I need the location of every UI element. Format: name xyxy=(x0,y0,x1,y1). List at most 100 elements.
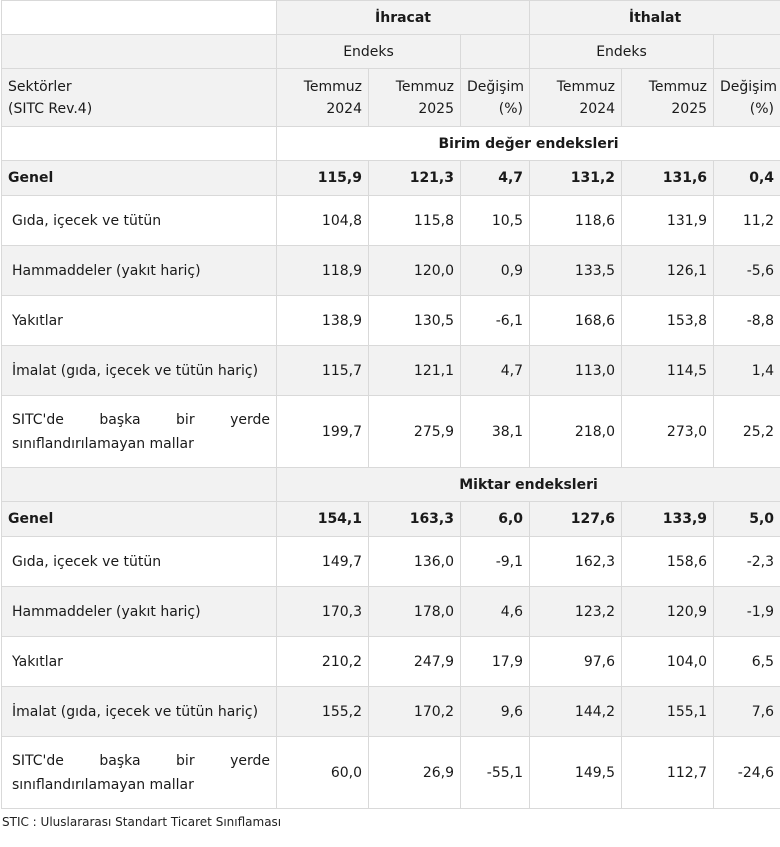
table-row: Hammaddeler (yakıt hariç) 170,3 178,0 4,6 12… xyxy=(1,586,780,637)
row-label: SITC'de başka bir yerde sınıflandırılamayan … xyxy=(1,395,277,468)
value-cell: 115,7 xyxy=(276,345,369,396)
value-cell: 120,0 xyxy=(368,245,461,296)
value-cell: 275,9 xyxy=(368,395,461,468)
header-ithalat: İthalat xyxy=(529,0,780,35)
table-row-genel: Genel 115,9 121,3 4,7 131,2 131,6 0,4 xyxy=(1,160,780,196)
row-label-word: başka xyxy=(99,752,141,769)
value-cell: 1,4 xyxy=(713,345,780,396)
value-cell: 0,4 xyxy=(713,160,780,196)
col-header-change-export: Değişim (%) xyxy=(459,68,531,127)
header-ihracat: İhracat xyxy=(275,0,531,35)
value-cell: 17,9 xyxy=(459,636,531,687)
value-cell: 154,1 xyxy=(276,501,369,537)
value-cell: 26,9 xyxy=(368,736,461,809)
value-cell: 247,9 xyxy=(368,636,461,687)
row-label: İmalat (gıda, içecek ve tütün hariç) xyxy=(1,345,277,396)
value-cell: 25,2 xyxy=(713,395,780,468)
value-cell: 123,2 xyxy=(529,586,623,637)
value-cell: -9,1 xyxy=(459,536,531,587)
value-cell: 11,2 xyxy=(713,195,780,246)
value-cell: 136,0 xyxy=(368,536,461,587)
table-row: İmalat (gıda, içecek ve tütün hariç) 115,… xyxy=(1,345,780,396)
header-empty-cell xyxy=(1,0,277,35)
index-table: İhracat İthalat Endeks Endeks Sektörler … xyxy=(1,0,780,809)
row-label: SITC'de başka bir yerde sınıflandırılamayan … xyxy=(1,736,277,809)
value-cell: 4,7 xyxy=(459,160,531,196)
value-cell: 170,3 xyxy=(276,586,369,637)
value-cell: 133,5 xyxy=(529,245,623,296)
value-cell: 149,5 xyxy=(529,736,623,809)
col-header-2024-export: Temmuz 2024 xyxy=(276,68,369,127)
value-cell: 104,8 xyxy=(276,195,369,246)
value-cell: 163,3 xyxy=(368,501,461,537)
value-cell: 4,6 xyxy=(459,586,531,637)
value-cell: 170,2 xyxy=(368,686,461,737)
value-cell: -55,1 xyxy=(459,736,531,809)
table-row: Yakıtlar 210,2 247,9 17,9 97,6 104,0 6,5 xyxy=(1,636,780,687)
header-empty-cell xyxy=(1,34,277,69)
header-empty-cell xyxy=(459,34,531,69)
table-row: SITC'de başka bir yerde sınıflandırılamayan … xyxy=(1,395,780,468)
value-cell: 133,9 xyxy=(621,501,715,537)
value-cell: 155,2 xyxy=(276,686,369,737)
value-cell: 218,0 xyxy=(529,395,623,468)
col-header-2025-import: Temmuz 2025 xyxy=(621,68,715,127)
header-endeks-import: Endeks xyxy=(529,34,715,69)
value-cell: 114,5 xyxy=(621,345,715,396)
value-cell: 38,1 xyxy=(459,395,531,468)
value-cell: -24,6 xyxy=(713,736,780,809)
value-cell: 97,6 xyxy=(529,636,623,687)
sector-label-line1: Sektörler xyxy=(8,78,72,95)
value-cell: 131,2 xyxy=(529,160,623,196)
section-empty-cell xyxy=(1,126,277,161)
value-cell: 4,7 xyxy=(459,345,531,396)
col-header-change-import: Değişim (%) xyxy=(713,68,780,127)
row-label: Yakıtlar xyxy=(1,295,277,346)
value-cell: -2,3 xyxy=(713,536,780,587)
footnote: STIC : Uluslararası Standart Ticaret Sın… xyxy=(2,815,282,829)
value-cell: -5,6 xyxy=(713,245,780,296)
section-title: Miktar endeksleri xyxy=(275,467,780,502)
value-cell: 131,6 xyxy=(621,160,715,196)
row-label: Hammaddeler (yakıt hariç) xyxy=(1,586,277,637)
value-cell: 158,6 xyxy=(621,536,715,587)
row-label: Hammaddeler (yakıt hariç) xyxy=(1,245,277,296)
value-cell: 0,9 xyxy=(459,245,531,296)
value-cell: 118,6 xyxy=(529,195,623,246)
value-cell: 112,7 xyxy=(621,736,715,809)
value-cell: 210,2 xyxy=(276,636,369,687)
section-empty-cell xyxy=(1,467,277,502)
value-cell: 113,0 xyxy=(529,345,623,396)
value-cell: 120,9 xyxy=(621,586,715,637)
value-cell: 121,3 xyxy=(368,160,461,196)
header-sector-label: Sektörler (SITC Rev.4) xyxy=(1,68,277,127)
value-cell: 273,0 xyxy=(621,395,715,468)
value-cell: 144,2 xyxy=(529,686,623,737)
value-cell: 138,9 xyxy=(276,295,369,346)
row-label-word: yerde xyxy=(230,411,270,428)
col-header-2025-export: Temmuz 2025 xyxy=(368,68,461,127)
row-label: Genel xyxy=(1,160,277,196)
value-cell: 149,7 xyxy=(276,536,369,587)
value-cell: 168,6 xyxy=(529,295,623,346)
value-cell: 162,3 xyxy=(529,536,623,587)
row-label-line2: sınıflandırılamayan mallar xyxy=(12,776,194,793)
row-label-line1: SITC'de başka bir yerde xyxy=(12,408,270,432)
row-label-line1: SITC'de başka bir yerde xyxy=(12,749,270,773)
section-title: Birim değer endeksleri xyxy=(275,126,780,161)
row-label-word: SITC'de xyxy=(12,411,64,428)
row-label-word: bir xyxy=(176,752,195,769)
table-row: Gıda, içecek ve tütün 149,7 136,0 -9,1 162,3… xyxy=(1,536,780,587)
value-cell: 121,1 xyxy=(368,345,461,396)
row-label: Genel xyxy=(1,501,277,537)
row-label: Yakıtlar xyxy=(1,636,277,687)
value-cell: 130,5 xyxy=(368,295,461,346)
row-label-line2: sınıflandırılamayan mallar xyxy=(12,435,194,452)
row-label: Gıda, içecek ve tütün xyxy=(1,536,277,587)
value-cell: 118,9 xyxy=(276,245,369,296)
value-cell: -1,9 xyxy=(713,586,780,637)
table-row: İmalat (gıda, içecek ve tütün hariç) 155,… xyxy=(1,686,780,737)
value-cell: 6,5 xyxy=(713,636,780,687)
header-endeks-export: Endeks xyxy=(276,34,461,69)
table-row: Hammaddeler (yakıt hariç) 118,9 120,0 0,9 13… xyxy=(1,245,780,296)
